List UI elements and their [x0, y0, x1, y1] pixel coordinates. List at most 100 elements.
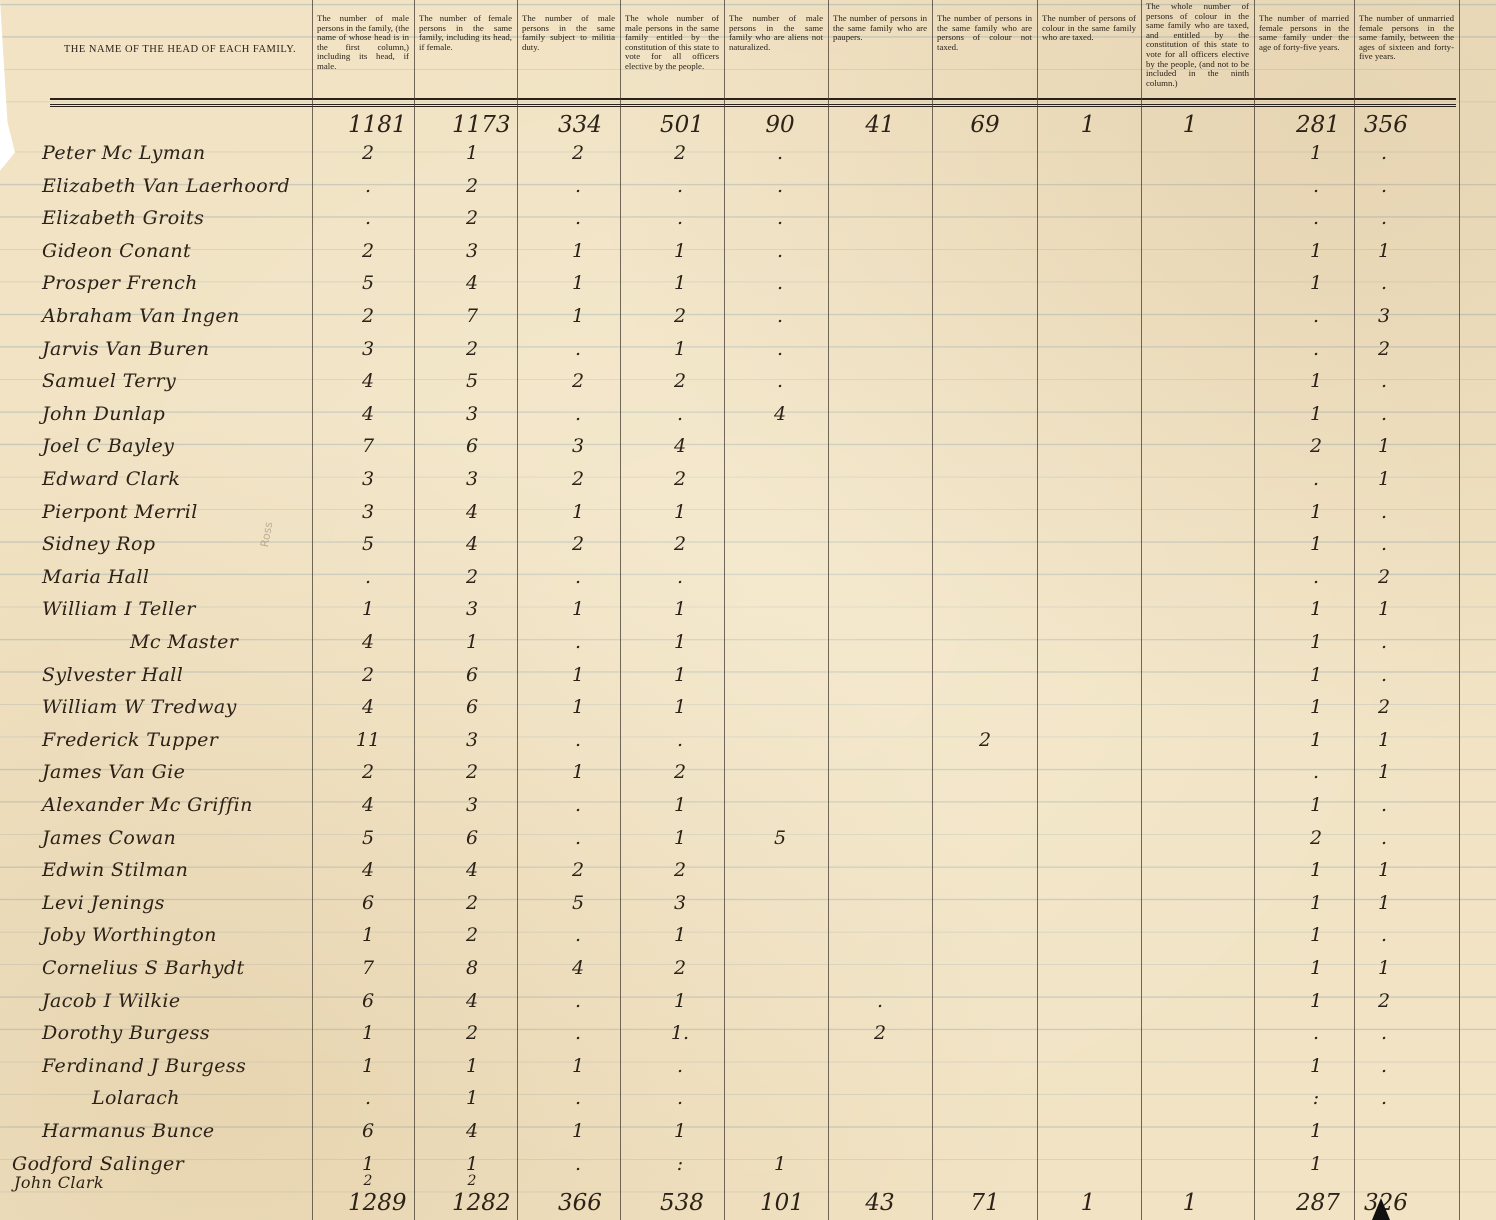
family-head-name: Elizabeth Groits [42, 207, 205, 230]
table-cell: . [676, 728, 684, 751]
table-cell: 1 [361, 1152, 375, 1175]
column-heading-8: The number of persons of colour in the s… [1042, 13, 1136, 43]
table-cell: . [574, 1022, 582, 1045]
table-cell: 2 [465, 891, 479, 914]
table-cell: 7 [465, 305, 479, 327]
table-cell: 1 [1309, 272, 1323, 295]
table-cell: 4 [465, 859, 479, 882]
table-cell: 3 [465, 239, 479, 262]
table-cell: 1 [571, 761, 585, 784]
family-head-name: James Cowan [42, 826, 177, 849]
table-cell: 11 [355, 728, 381, 751]
table-cell: 2 [673, 859, 687, 882]
final-total: 366 [558, 1190, 602, 1216]
carried-total: 356 [1364, 112, 1408, 138]
table-cell: 6 [465, 826, 479, 849]
table-cell: 1 [1377, 761, 1391, 784]
table-cell: 2 [361, 142, 375, 164]
table-cell: 2 [361, 663, 375, 686]
table-cell: . [574, 794, 582, 816]
table-cell: 6 [361, 891, 375, 914]
arrow-mark [1372, 1198, 1390, 1220]
table-cell: . [574, 924, 582, 947]
table-cell: 1 [465, 1087, 479, 1110]
carried-total: 1181 [348, 112, 407, 138]
column-divider [1459, 0, 1460, 1220]
table-cell: . [1380, 174, 1388, 197]
table-cell: 1 [773, 1152, 787, 1175]
table-cell: 1 [673, 337, 687, 360]
family-head-name: Jarvis Van Buren [42, 337, 210, 360]
table-cell: 2 [673, 468, 687, 490]
table-cell: . [776, 337, 784, 360]
table-cell: 2 [465, 761, 479, 784]
table-cell: 2 [1309, 826, 1323, 849]
table-cell: 1 [673, 598, 687, 621]
table-cell: . [776, 305, 784, 327]
table-cell: 1 [571, 305, 585, 327]
pencil-margin-note: Ross [258, 520, 276, 549]
table-cell: 2 [465, 337, 479, 360]
table-cell: . [676, 1054, 684, 1077]
table-cell: 1 [361, 1022, 375, 1045]
table-cell: 3 [571, 435, 585, 458]
family-head-name: Harmanus Bunce [42, 1120, 215, 1142]
table-cell: . [1312, 337, 1320, 360]
table-cell: 1 [1309, 598, 1323, 621]
table-cell: 4 [361, 696, 375, 719]
table-cell: . [1312, 174, 1320, 197]
table-cell: 4 [465, 1120, 479, 1142]
header-rule [50, 98, 1456, 105]
table-cell: 1 [1309, 239, 1323, 262]
table-cell: 3 [361, 500, 375, 523]
table-cell: 2 [673, 761, 687, 784]
table-cell: 2 [673, 305, 687, 327]
table-cell: 2 [467, 1172, 477, 1189]
family-head-name: John Dunlap [42, 402, 166, 425]
table-cell: . [1380, 631, 1388, 653]
table-cell: . [676, 402, 684, 425]
table-cell: 5 [465, 370, 479, 393]
table-cell: : [1312, 1087, 1320, 1110]
table-cell: 1 [571, 1054, 585, 1077]
column-heading-2: The number of female persons in the same… [419, 13, 512, 52]
table-cell: 2 [1377, 337, 1391, 360]
table-cell: . [676, 174, 684, 197]
table-cell: 3 [361, 337, 375, 360]
final-total: 538 [660, 1190, 704, 1216]
table-cell: 4 [361, 859, 375, 882]
carried-total: 334 [558, 112, 602, 138]
column-heading-11: The number of unmarried female persons i… [1359, 13, 1454, 62]
family-head-name: Cornelius S Barhydt [42, 957, 245, 979]
table-cell: 1 [465, 631, 479, 653]
table-cell: . [1380, 402, 1388, 425]
table-cell: 1 [571, 696, 585, 719]
family-head-name: Joby Worthington [42, 924, 217, 947]
column-divider [724, 0, 725, 1220]
table-cell: 2 [673, 142, 687, 164]
table-cell: . [574, 1087, 582, 1110]
carried-total: 1173 [452, 112, 511, 138]
table-cell: 2 [361, 761, 375, 784]
table-cell: . [1380, 272, 1388, 295]
table-cell: : [676, 1152, 684, 1175]
table-cell: 1 [571, 663, 585, 686]
column-divider [1141, 0, 1142, 1220]
table-cell: 1 [1309, 142, 1323, 164]
table-cell: 2 [571, 533, 585, 556]
carried-total: 1 [1182, 112, 1198, 138]
table-header: THE NAME OF THE HEAD OF EACH FAMILY. The… [0, 0, 1496, 107]
table-cell: . [1380, 663, 1388, 686]
table-cell: 1 [1377, 891, 1391, 914]
table-cell: 3 [1377, 305, 1391, 327]
table-cell: 4 [465, 500, 479, 523]
table-cell: 2 [873, 1022, 887, 1045]
family-head-name: Peter Mc Lyman [42, 142, 206, 164]
table-cell: 4 [465, 989, 479, 1012]
table-cell: 1 [1309, 533, 1323, 556]
table-cell: 2 [363, 1172, 373, 1189]
column-divider [1254, 0, 1255, 1220]
table-cell: . [364, 174, 372, 197]
table-cell: 1 [673, 663, 687, 686]
